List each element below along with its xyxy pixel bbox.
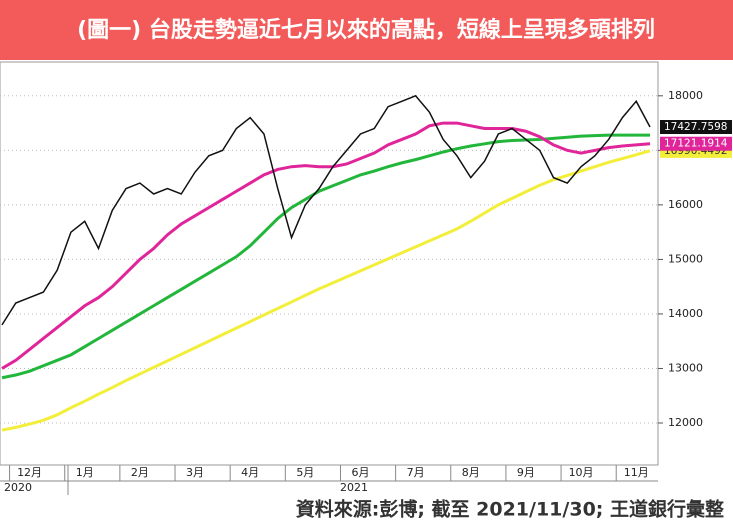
y-tick-label: 18000 xyxy=(668,89,703,102)
x-tick-label: 9月 xyxy=(517,466,535,479)
x-tick-label: 6月 xyxy=(351,466,369,479)
end-value-label: 17427.7598 xyxy=(664,121,727,133)
x-tick-label: 11月 xyxy=(624,466,649,479)
chart-title: (圖一) 台股走勢逼近七月以來的高點，短線上呈現多頭排列 xyxy=(77,17,655,43)
y-tick-label: 12000 xyxy=(668,416,703,429)
series-line xyxy=(1,121,651,370)
year-label: 2020 xyxy=(4,481,32,494)
x-tick-label: 4月 xyxy=(241,466,259,479)
y-tick-label: 13000 xyxy=(668,361,703,374)
x-tick-label: 7月 xyxy=(407,466,425,479)
x-tick-label: 8月 xyxy=(462,466,480,479)
series-line xyxy=(1,149,651,432)
x-tick-label: 1月 xyxy=(76,466,94,479)
source-note: 資料來源:彭博; 截至 2021/11/30; 王道銀行彙整 xyxy=(296,498,724,521)
x-tick-label: 12月 xyxy=(17,466,42,479)
x-tick-label: 3月 xyxy=(186,466,204,479)
series-line xyxy=(1,94,651,326)
y-tick-label: 14000 xyxy=(668,307,703,320)
end-value-box xyxy=(660,120,732,135)
year-label: 2021 xyxy=(340,481,368,494)
x-tick-label: 5月 xyxy=(296,466,314,479)
y-tick-label: 15000 xyxy=(668,252,703,265)
plot-area xyxy=(0,61,659,466)
end-value-label: 17121.1914 xyxy=(664,138,728,150)
end-value-box xyxy=(660,136,732,151)
x-tick-label: 2月 xyxy=(131,466,149,479)
title-banner xyxy=(0,0,733,60)
x-tick-label: 10月 xyxy=(569,466,594,479)
y-tick-label: 16000 xyxy=(668,198,703,211)
